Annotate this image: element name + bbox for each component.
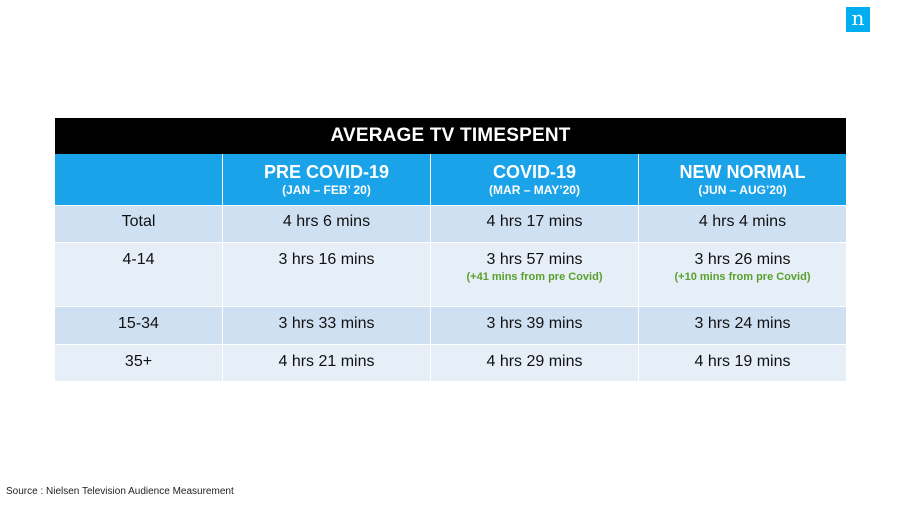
header-label: PRE COVID-19 bbox=[263, 162, 390, 182]
table-row: 35+ 4 hrs 21 mins 4 hrs 29 mins 4 hrs 19… bbox=[55, 345, 846, 382]
header-period: (JUN – AUG’20) bbox=[698, 183, 787, 197]
row-group-label: 15-34 bbox=[55, 307, 223, 345]
timespent-table: AVERAGE TV TIMESPENT PRE COVID-19 (JAN –… bbox=[55, 118, 846, 382]
covid-value: 4 hrs 17 mins bbox=[431, 206, 639, 243]
table-row: 4-14 3 hrs 16 mins 3 hrs 57 mins (+41 mi… bbox=[55, 243, 846, 307]
pre-covid-value: 3 hrs 33 mins bbox=[223, 307, 431, 345]
table-title: AVERAGE TV TIMESPENT bbox=[55, 118, 846, 154]
new-normal-value: 4 hrs 4 mins bbox=[639, 206, 846, 243]
change-note: (+10 mins from pre Covid) bbox=[674, 271, 811, 283]
covid-value: 4 hrs 29 mins bbox=[431, 345, 639, 382]
row-group-label: 4-14 bbox=[55, 243, 223, 307]
new-normal-value: 3 hrs 24 mins bbox=[639, 307, 846, 345]
covid-value: 3 hrs 39 mins bbox=[431, 307, 639, 345]
table-row: Total 4 hrs 6 mins 4 hrs 17 mins 4 hrs 4… bbox=[55, 206, 846, 243]
pre-covid-value: 3 hrs 16 mins bbox=[223, 243, 431, 307]
header-cell-empty bbox=[55, 154, 223, 206]
header-period: (JAN – FEB’ 20) bbox=[282, 183, 371, 197]
new-normal-value: 4 hrs 19 mins bbox=[639, 345, 846, 382]
pre-covid-value: 4 hrs 6 mins bbox=[223, 206, 431, 243]
header-cell-covid: COVID-19 (MAR – MAY’20) bbox=[431, 154, 639, 206]
covid-cell: 3 hrs 57 mins (+41 mins from pre Covid) bbox=[431, 243, 639, 307]
row-group-label: 35+ bbox=[55, 345, 223, 382]
header-label: NEW NORMAL bbox=[679, 162, 806, 182]
covid-value: 3 hrs 57 mins bbox=[486, 251, 583, 268]
new-normal-value: 3 hrs 26 mins bbox=[694, 251, 791, 268]
change-note: (+41 mins from pre Covid) bbox=[466, 271, 603, 283]
nielsen-logo: n bbox=[846, 7, 870, 32]
source-note: Source : Nielsen Television Audience Mea… bbox=[6, 486, 234, 497]
table-header-row: PRE COVID-19 (JAN – FEB’ 20) COVID-19 (M… bbox=[55, 154, 846, 206]
header-period: (MAR – MAY’20) bbox=[489, 183, 580, 197]
header-cell-pre-covid: PRE COVID-19 (JAN – FEB’ 20) bbox=[223, 154, 431, 206]
header-cell-new-normal: NEW NORMAL (JUN – AUG’20) bbox=[639, 154, 846, 206]
new-normal-cell: 3 hrs 26 mins (+10 mins from pre Covid) bbox=[639, 243, 846, 307]
row-group-label: Total bbox=[55, 206, 223, 243]
pre-covid-value: 4 hrs 21 mins bbox=[223, 345, 431, 382]
table-row: 15-34 3 hrs 33 mins 3 hrs 39 mins 3 hrs … bbox=[55, 307, 846, 345]
header-label: COVID-19 bbox=[492, 162, 577, 182]
